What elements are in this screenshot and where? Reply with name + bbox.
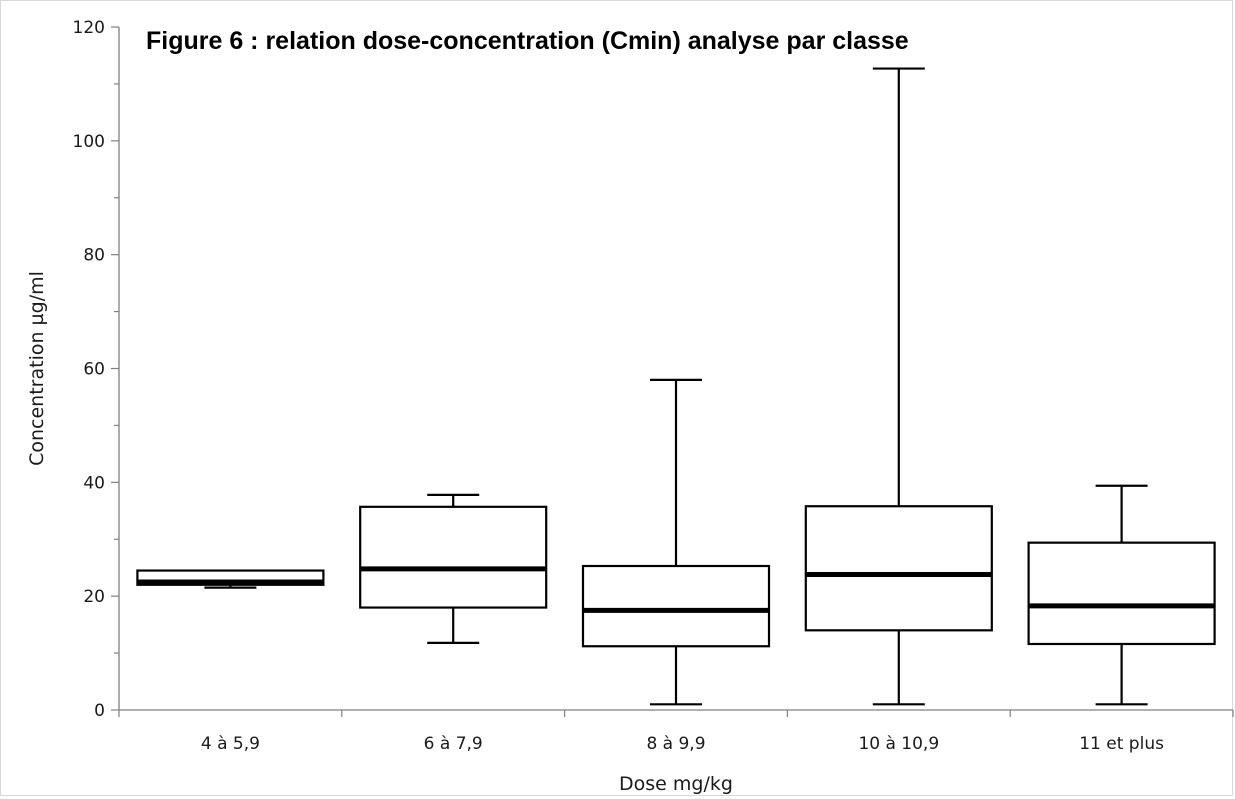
x-tick-label: 8 à 9,9 bbox=[646, 734, 705, 754]
chart-title: Figure 6 : relation dose-concentration (… bbox=[146, 27, 909, 55]
y-axis-title: Concentration µg/ml bbox=[26, 271, 48, 466]
y-tick-label: 100 bbox=[73, 132, 105, 152]
box-body bbox=[804, 505, 993, 632]
x-tick-label: 11 et plus bbox=[1079, 734, 1164, 754]
x-tick-label: 10 à 10,9 bbox=[858, 734, 939, 754]
box-series bbox=[136, 67, 1216, 706]
box-5 bbox=[1027, 484, 1216, 706]
y-tick-label: 0 bbox=[94, 701, 105, 721]
box-body bbox=[581, 564, 771, 648]
x-axis-title: Dose mg/kg bbox=[619, 773, 733, 795]
y-tick-label: 20 bbox=[83, 587, 105, 607]
y-tick-label: 40 bbox=[83, 473, 105, 493]
box-body bbox=[1027, 541, 1216, 646]
x-tick-label: 4 à 5,9 bbox=[201, 734, 260, 754]
box-4 bbox=[804, 67, 993, 706]
box-body bbox=[359, 505, 548, 609]
y-tick-label: 120 bbox=[73, 18, 105, 38]
y-tick-label: 60 bbox=[83, 360, 105, 380]
box-2 bbox=[359, 493, 548, 644]
y-tick-label: 80 bbox=[83, 246, 105, 266]
box-1 bbox=[136, 569, 325, 589]
axes: 0 20 40 60 80 100 120 4 à 5,9 6 à 7,9 8 à 9,9 10 à… bbox=[73, 18, 1234, 754]
box-3 bbox=[581, 378, 771, 706]
x-tick-label: 6 à 7,9 bbox=[424, 734, 483, 754]
